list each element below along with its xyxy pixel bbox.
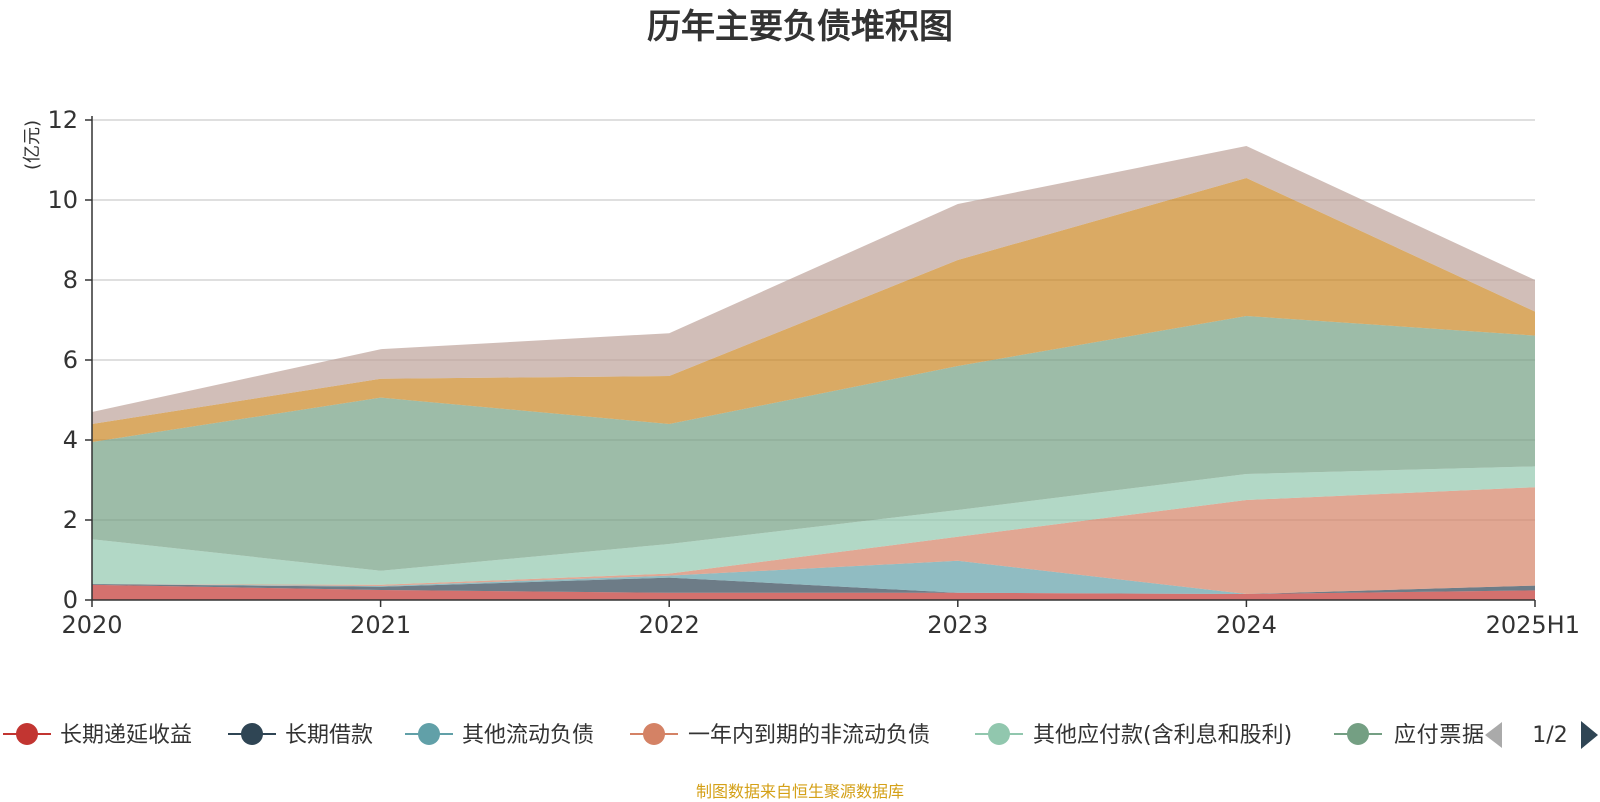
x-tick-label: 2020 xyxy=(61,611,122,639)
legend-swatch-marker xyxy=(988,723,1010,745)
legend-item-label[interactable]: 长期借款 xyxy=(285,723,373,748)
area-series-6 xyxy=(92,316,1535,571)
y-tick-label: 4 xyxy=(63,426,78,454)
x-tick-label: 2024 xyxy=(1216,611,1277,639)
legend-swatch-marker xyxy=(643,723,665,745)
axes: 0 2 4 6 8 10 12 2020 2021 2022 2023 2024 2025H1 xyxy=(47,106,1580,639)
legend-page-indicator: 1/2 xyxy=(1532,723,1567,748)
area-series-3 xyxy=(92,560,1535,594)
chart-title: 历年主要负债堆积图 xyxy=(647,7,953,47)
area-series-4 xyxy=(92,487,1535,594)
y-axis-label: (亿元) xyxy=(22,120,43,170)
x-tick-label: 2021 xyxy=(350,611,411,639)
area-series-1 xyxy=(92,584,1535,600)
area-series-8 xyxy=(92,146,1535,424)
area-series-group xyxy=(92,146,1535,600)
x-tick-label: 2022 xyxy=(639,611,700,639)
area-series-7 xyxy=(92,178,1535,442)
legend-swatch-marker xyxy=(418,723,440,745)
y-tick-label: 8 xyxy=(63,266,78,294)
y-tick-label: 0 xyxy=(63,586,78,614)
y-tick-label: 10 xyxy=(47,186,78,214)
legend-item-label[interactable]: 应付票据 xyxy=(1394,723,1484,748)
area-series-2 xyxy=(92,577,1535,594)
area-series-5 xyxy=(92,466,1535,585)
legend-item-label[interactable]: 长期递延收益 xyxy=(60,723,192,748)
legend-swatch-marker xyxy=(16,723,38,745)
x-tick-label: 2023 xyxy=(927,611,988,639)
legend-item-label[interactable]: 其他流动负债 xyxy=(462,723,594,748)
y-tick-label: 2 xyxy=(63,506,78,534)
legend-item-label[interactable]: 其他应付款(含利息和股利) xyxy=(1033,723,1292,748)
legend-next-page-icon[interactable] xyxy=(1581,721,1598,749)
x-tick-label: 2025H1 xyxy=(1486,611,1580,639)
legend-swatch-marker xyxy=(241,723,263,745)
legend-item-label[interactable]: 一年内到期的非流动负债 xyxy=(688,723,930,748)
legend-prev-page-icon[interactable] xyxy=(1485,722,1502,748)
legend: 长期递延收益 长期借款 其他流动负债 一年内到期的非流动负债 其他应付款(含利息和股利)… xyxy=(3,721,1598,749)
data-source-note: 制图数据来自恒生聚源数据库 xyxy=(695,782,904,801)
y-tick-label: 12 xyxy=(47,106,78,134)
legend-swatch-marker xyxy=(1347,723,1369,745)
y-tick-label: 6 xyxy=(63,346,78,374)
